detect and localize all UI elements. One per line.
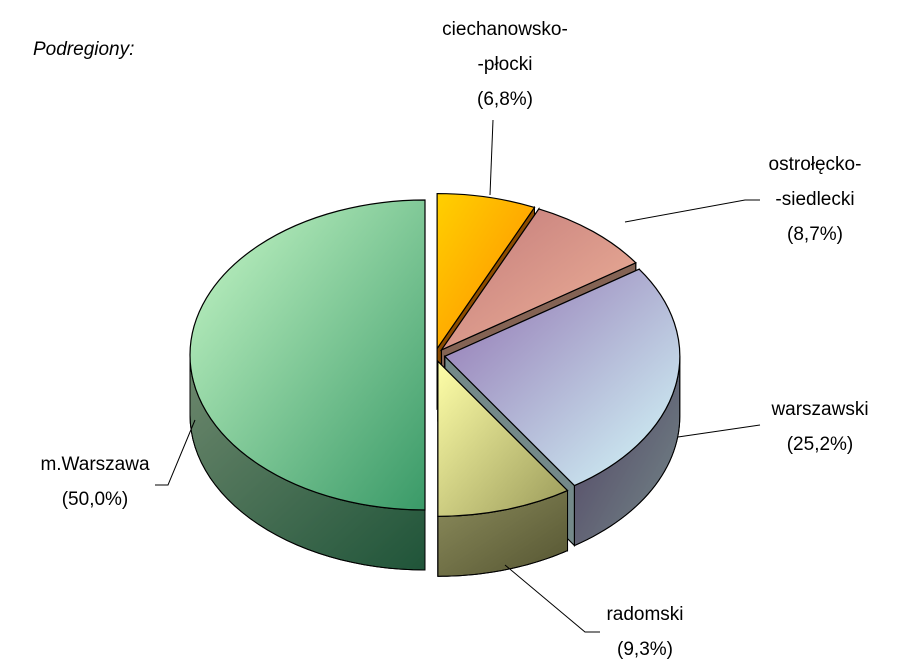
value-label: (50,0%) [62, 489, 129, 510]
value-label: (6,8%) [477, 89, 533, 110]
chart-title: Podregiony: [33, 39, 134, 60]
slice-label: ciechanowsko--płocki [442, 19, 568, 75]
slice [189, 199, 426, 511]
leader-line [504, 564, 600, 633]
leader-line [624, 199, 760, 223]
slice [436, 192, 536, 351]
slice [437, 359, 569, 517]
value-label: (9,3%) [617, 639, 673, 660]
slice [443, 268, 681, 487]
slice-label: radomski [606, 604, 683, 625]
slice-label: warszawski [770, 399, 868, 420]
slice [439, 208, 637, 352]
leader-line [677, 424, 761, 438]
value-label: (8,7%) [787, 224, 843, 245]
slice-label: m.Warszawa [40, 454, 150, 475]
slice-label: ostrołęcko--siedlecki [769, 154, 862, 210]
leader-line [155, 419, 196, 486]
leader-line [489, 119, 494, 196]
value-label: (25,2%) [787, 434, 854, 455]
